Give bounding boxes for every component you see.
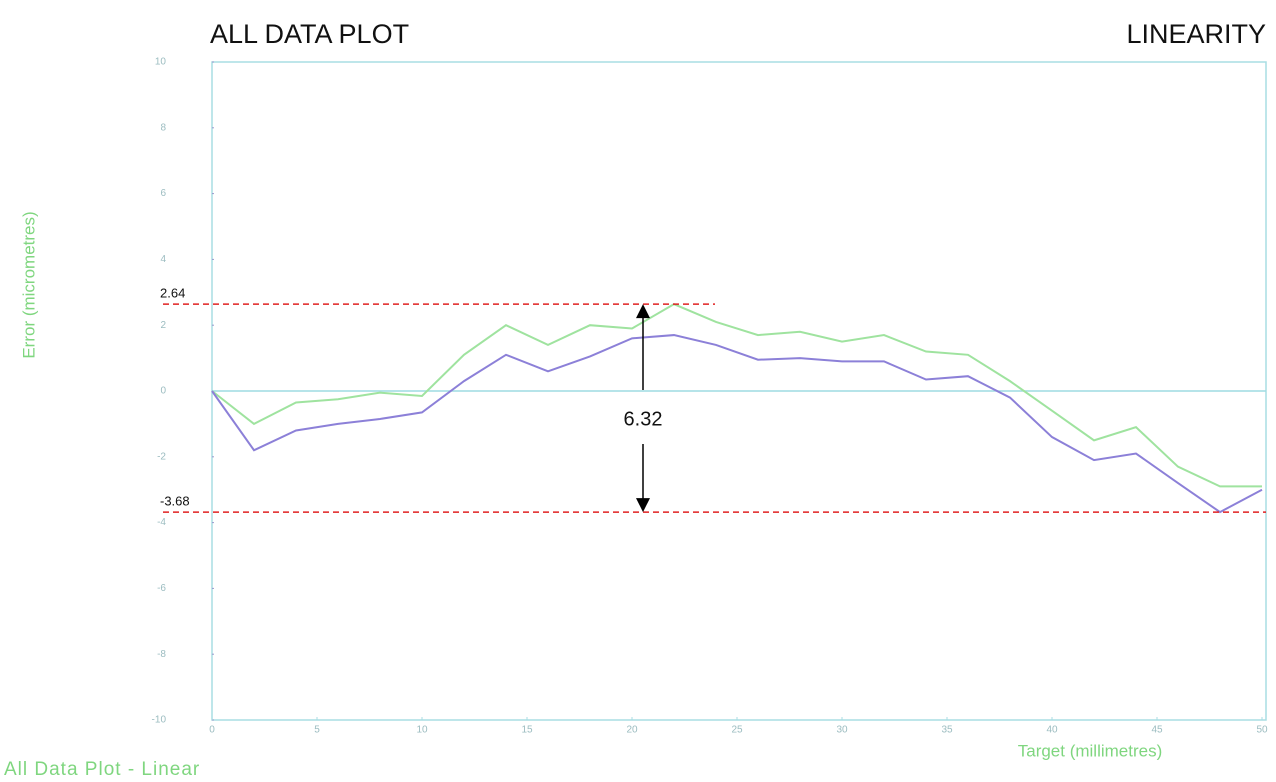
series-line [211, 303, 1262, 488]
series-line [211, 334, 1263, 514]
y-tick-label: 2 [160, 320, 166, 331]
y-tick-label: 10 [155, 57, 167, 68]
x-tick-label: 0 [209, 725, 215, 736]
range-label: 6.32 [624, 408, 663, 430]
x-tick-label: 30 [836, 725, 848, 736]
x-tick-label: 10 [416, 725, 428, 736]
x-tick-label: 20 [626, 725, 638, 736]
x-tick-label: 25 [731, 725, 743, 736]
range-label-bg [598, 398, 688, 440]
x-tick-label: 50 [1256, 725, 1268, 736]
x-tick-label: 35 [941, 725, 953, 736]
y-tick-label: -4 [157, 517, 166, 528]
y-axis-label: Error (micrometres) [19, 211, 38, 358]
chart-title: ALL DATA PLOT [210, 19, 409, 49]
x-axis-label: Target (millimetres) [1018, 741, 1163, 760]
reference-label: 2.64 [160, 286, 185, 301]
x-tick-label: 45 [1151, 725, 1163, 736]
y-tick-label: -6 [157, 583, 166, 594]
chart-subtitle: LINEARITY [1126, 19, 1266, 49]
x-tick-label: 40 [1046, 725, 1058, 736]
x-tick-label: 5 [314, 725, 320, 736]
x-tick-label: 15 [521, 725, 533, 736]
y-tick-label: -2 [157, 451, 166, 462]
y-tick-label: 8 [160, 122, 166, 133]
y-tick-label: 0 [160, 386, 166, 397]
y-tick-label: 6 [160, 188, 166, 199]
y-tick-label: -10 [152, 715, 167, 726]
arrow-head [636, 304, 650, 319]
arrow-head [636, 498, 650, 513]
reference-label: -3.68 [160, 494, 190, 509]
y-tick-label: -8 [157, 649, 166, 660]
footer: All Data Plot - Linear [4, 759, 200, 780]
y-tick-label: 4 [160, 254, 166, 265]
